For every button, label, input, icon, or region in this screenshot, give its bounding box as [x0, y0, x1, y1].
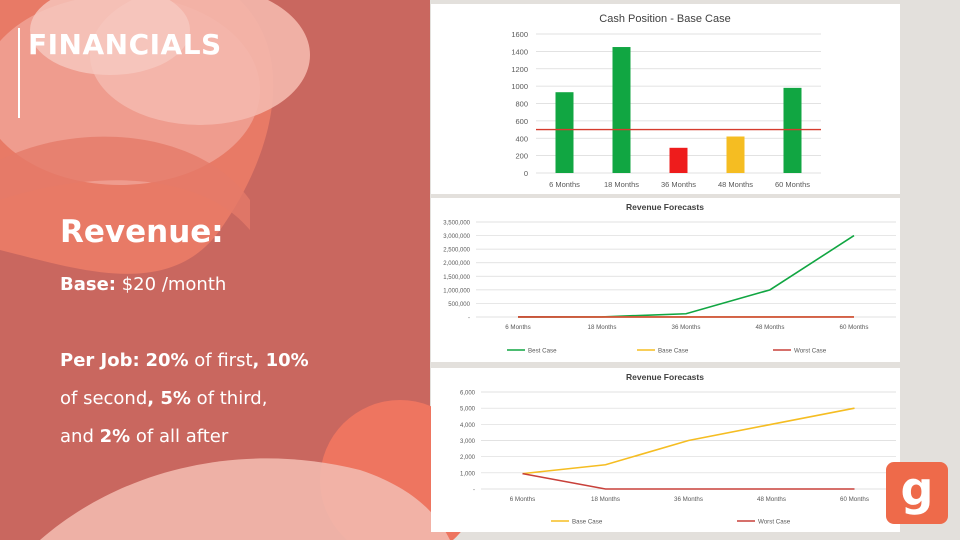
text-of-second: of second: [60, 388, 148, 409]
y-tick-label: 1,000,000: [443, 288, 470, 294]
bar: [555, 92, 574, 173]
x-tick-label: 6 Months: [505, 324, 530, 331]
sep-two: ,: [147, 388, 161, 409]
logo-letter: g: [900, 462, 934, 516]
y-tick-label: 1,500,000: [443, 275, 470, 281]
x-tick-label: 60 Months: [840, 324, 869, 331]
text-all-after: of all after: [130, 426, 229, 447]
title-accent-bar: [18, 28, 20, 118]
per-job-line-2: of second, 5% of third,: [60, 388, 267, 409]
cash-position-chart-panel: Cash Position - Base Case 0 200 400 600 800 10…: [431, 4, 900, 194]
y-tick-label: 3,000,000: [443, 234, 470, 240]
y-tick-label: 2,000: [460, 455, 476, 461]
chart-title: Revenue Forecasts: [626, 372, 704, 382]
pct-second: 10%: [265, 350, 309, 371]
y-tick-label: 400: [515, 134, 528, 143]
legend-label: Worst Case: [794, 348, 827, 355]
x-tick-label: 36 Months: [661, 180, 696, 189]
app-logo: g: [886, 462, 948, 524]
sep-one: ,: [252, 350, 266, 371]
text-and: and: [60, 426, 100, 447]
cash-position-chart: Cash Position - Base Case 0 200 400 600 800 10…: [511, 13, 821, 189]
legend-label: Base Case: [572, 519, 603, 526]
bar: [783, 87, 802, 173]
revenue-forecast-small-chart-panel: Revenue Forecasts - 1,000 2,000 3,000 4,000 5,…: [431, 368, 900, 532]
per-job-line-1: Per Job: 20% of first, 10%: [60, 350, 309, 371]
y-tick-label: 6,000: [460, 391, 476, 397]
y-tick-label: 0: [524, 169, 528, 178]
y-tick-label: 2,500,000: [443, 248, 470, 254]
y-tick-label: 500,000: [448, 302, 470, 308]
legend-label: Worst Case: [758, 519, 791, 526]
chart-title: Revenue Forecasts: [626, 202, 704, 212]
revenue-forecast-small-chart: Revenue Forecasts - 1,000 2,000 3,000 4,000 5,…: [460, 372, 896, 526]
y-tick-label: 3,000: [460, 439, 476, 445]
y-tick-label: 1200: [511, 65, 528, 74]
series-line: [522, 472, 855, 490]
base-value: $20 /month: [121, 274, 227, 295]
x-tick-label: 60 Months: [775, 180, 810, 189]
x-tick-label: 48 Months: [757, 496, 786, 503]
base-label: Base:: [60, 274, 116, 295]
pct-fourth: 2%: [99, 426, 131, 447]
y-tick-label: 200: [515, 152, 528, 161]
y-tick-label: 1,000: [460, 471, 476, 477]
legend-label: Base Case: [658, 348, 689, 355]
bar: [726, 136, 745, 173]
text-of-third: of third,: [190, 388, 268, 409]
y-tick-label: 1400: [511, 47, 528, 56]
x-tick-label: 18 Months: [604, 180, 639, 189]
y-tick-label: 5,000: [460, 407, 476, 413]
base-price-line: Base: $20 /month: [60, 274, 226, 295]
per-job-line-3: and 2% of all after: [60, 426, 228, 447]
bar: [612, 47, 631, 173]
per-job-label: Per Job:: [60, 350, 140, 371]
y-tick-label: 600: [515, 117, 528, 126]
x-tick-label: 18 Months: [591, 496, 620, 503]
bar: [669, 147, 688, 173]
y-tick-label: 800: [515, 100, 528, 109]
x-tick-label: 6 Months: [510, 496, 535, 503]
revenue-forecast-chart: Revenue Forecasts - 500,000 1,000,000 1,500,…: [443, 202, 896, 355]
y-tick-label: 1600: [511, 30, 528, 39]
y-tick-label: -: [473, 488, 475, 494]
x-tick-label: 60 Months: [840, 496, 869, 503]
series-line: [522, 407, 855, 475]
legend-label: Best Case: [528, 348, 557, 355]
x-tick-label: 6 Months: [549, 180, 580, 189]
x-tick-label: 18 Months: [588, 324, 617, 331]
slide-title: FINANCIALS: [28, 28, 222, 61]
pct-third: 5%: [160, 388, 191, 409]
revenue-forecast-chart-panel: Revenue Forecasts - 500,000 1,000,000 1,500,…: [431, 198, 900, 362]
revenue-heading: Revenue:: [60, 214, 224, 250]
x-tick-label: 48 Months: [756, 324, 785, 331]
y-tick-label: 1000: [511, 82, 528, 91]
x-tick-label: 36 Months: [674, 496, 703, 503]
x-tick-label: 36 Months: [672, 324, 701, 331]
pct-first: 20%: [145, 350, 189, 371]
chart-title: Cash Position - Base Case: [599, 13, 730, 25]
y-tick-label: -: [468, 316, 470, 322]
y-tick-label: 2,000,000: [443, 261, 470, 267]
text-of-first: of first: [188, 350, 253, 371]
y-tick-label: 4,000: [460, 423, 476, 429]
y-tick-label: 3,500,000: [443, 221, 470, 227]
x-tick-label: 48 Months: [718, 180, 753, 189]
